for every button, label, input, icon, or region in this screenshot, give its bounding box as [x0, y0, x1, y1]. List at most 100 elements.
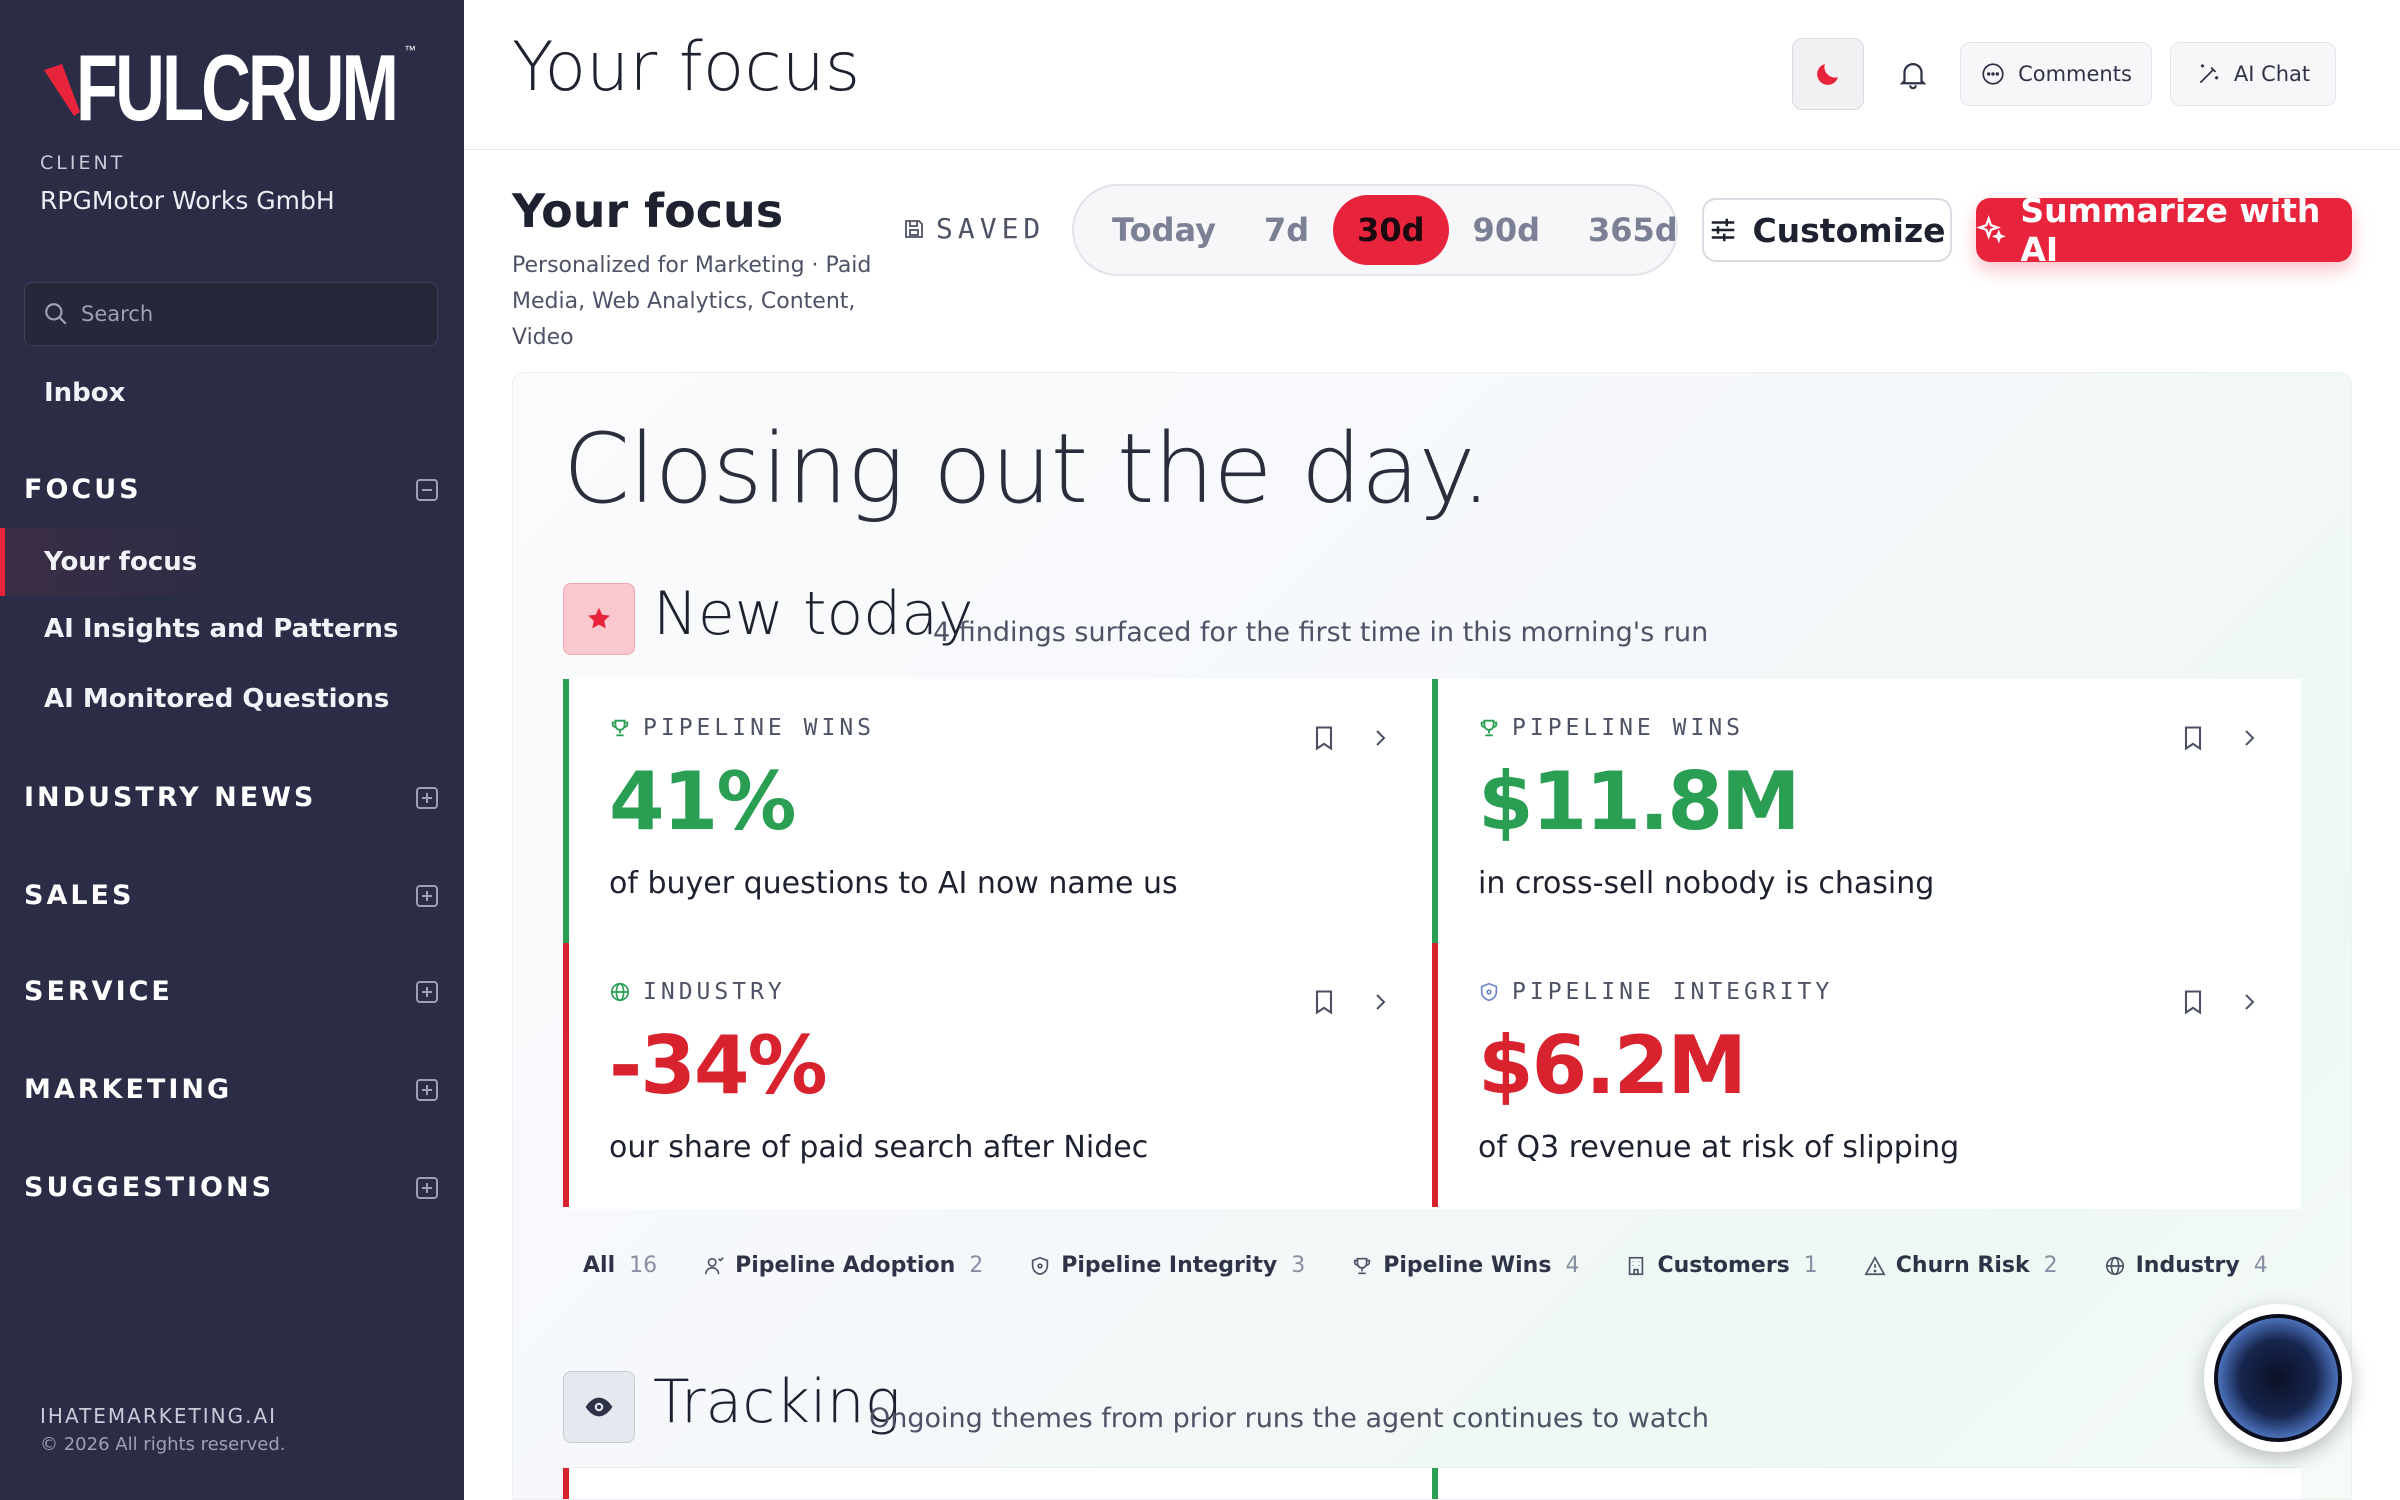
expand-icon[interactable]: [416, 1176, 438, 1199]
finding-value: -34%: [609, 1019, 828, 1112]
footer-copyright: © 2026 All rights reserved.: [40, 1434, 286, 1455]
sidebar-item-your-focus[interactable]: Your focus: [0, 528, 260, 596]
filter-chip-pipeline-adoption[interactable]: Pipeline Adoption 2: [703, 1253, 983, 1278]
bookmark-icon[interactable]: [1310, 723, 1338, 753]
focus-subtitle: Personalized for Marketing · Paid Media,…: [512, 253, 872, 350]
filter-label: Customers: [1657, 1253, 1790, 1278]
chevron-right-icon[interactable]: [1368, 987, 1392, 1017]
globe-icon: [2105, 1256, 2124, 1275]
sidebar-section-marketing[interactable]: MARKETING: [24, 1074, 438, 1105]
finding-category-label: INDUSTRY: [643, 979, 786, 1005]
filter-chip-pipeline-wins[interactable]: Pipeline Wins 4: [1351, 1253, 1579, 1278]
customize-label: Customize: [1752, 210, 1946, 250]
range-option-30d[interactable]: 30d: [1333, 195, 1449, 265]
orb-icon: [2214, 1314, 2342, 1442]
finding-value: 41%: [609, 755, 796, 848]
briefing-card: Closing out the day. New today 4 finding…: [512, 372, 2352, 1500]
summarize-with-ai-button[interactable]: Summarize with AI: [1976, 191, 2352, 269]
filter-count: 4: [2253, 1253, 2268, 1278]
range-option-7d[interactable]: 7d: [1263, 211, 1310, 249]
sidebar: FULCRUM ™ CLIENT RPGMotor Works GmbH Inb…: [0, 0, 464, 1500]
user-icon: [705, 1256, 724, 1274]
filter-count: 4: [1565, 1253, 1580, 1278]
chevron-right-icon[interactable]: [2237, 987, 2261, 1017]
finding-description: in cross-sell nobody is chasing: [1478, 866, 1935, 901]
chevron-right-icon[interactable]: [1368, 723, 1392, 753]
filter-chip-all[interactable]: All 16: [583, 1253, 657, 1278]
filter-label: Churn Risk: [1895, 1253, 2030, 1278]
theme-toggle-button[interactable]: [1792, 38, 1864, 110]
sidebar-item-ai-insights[interactable]: AI Insights and Patterns: [44, 614, 399, 644]
new-today-badge: [563, 583, 635, 655]
warning-triangle-icon: [1864, 1255, 1886, 1275]
sidebar-item-inbox[interactable]: Inbox: [44, 378, 126, 408]
tracking-subtitle: Ongoing themes from prior runs the agent…: [869, 1403, 1709, 1434]
globe-icon: [610, 982, 630, 1002]
bookmark-icon[interactable]: [2179, 987, 2207, 1017]
magic-wand-icon: [2199, 64, 2219, 84]
finding-actions: [2179, 723, 2261, 753]
bookmark-icon[interactable]: [2179, 723, 2207, 753]
expand-icon[interactable]: [416, 980, 438, 1003]
chevron-right-icon[interactable]: [2237, 723, 2261, 753]
fulcrum-logo[interactable]: FULCRUM ™: [40, 34, 430, 140]
expand-icon[interactable]: [416, 1078, 438, 1101]
range-option-today[interactable]: Today: [1112, 211, 1216, 249]
collapse-icon[interactable]: [416, 478, 438, 501]
finding-category: PIPELINE INTEGRITY: [1478, 979, 2301, 1005]
filter-chip-pipeline-integrity[interactable]: Pipeline Integrity 3: [1029, 1253, 1305, 1278]
sidebar-section-suggestions[interactable]: SUGGESTIONS: [24, 1172, 438, 1203]
finding-description: our share of paid search after Nidec: [609, 1130, 1149, 1165]
chat-bubble-icon: [1982, 63, 2004, 85]
tracking-card-edge: [1432, 1468, 1438, 1499]
tracking-grid: [563, 1467, 2301, 1499]
sidebar-item-ai-monitored-questions[interactable]: AI Monitored Questions: [44, 684, 390, 714]
comments-button[interactable]: Comments: [1960, 42, 2152, 106]
page-title: Your focus: [512, 28, 861, 107]
bookmark-icon[interactable]: [1310, 987, 1338, 1017]
filter-count: 2: [969, 1253, 984, 1278]
customize-button[interactable]: Customize: [1702, 198, 1952, 262]
building-icon: [1629, 1256, 1644, 1275]
ai-chat-label: AI Chat: [2233, 62, 2311, 86]
client-name: RPGMotor Works GmbH: [40, 186, 335, 215]
range-option-90d[interactable]: 90d: [1472, 211, 1540, 249]
expand-icon[interactable]: [416, 884, 438, 907]
filter-count: 1: [1803, 1253, 1818, 1278]
sidebar-section-sales[interactable]: SALES: [24, 880, 438, 911]
sidebar-section-industry-news[interactable]: INDUSTRY NEWS: [24, 782, 438, 813]
finding-category-label: PIPELINE WINS: [643, 715, 876, 741]
briefing-headline: Closing out the day.: [563, 413, 1491, 525]
section-label: INDUSTRY NEWS: [24, 782, 317, 813]
finding-card[interactable]: PIPELINE INTEGRITY $6.2M of Q3 revenue a…: [1432, 943, 2301, 1207]
summarize-label: Summarize with AI: [2020, 191, 2321, 269]
ai-chat-button[interactable]: AI Chat: [2170, 42, 2336, 106]
filter-count: 16: [629, 1253, 658, 1278]
range-option-365d[interactable]: 365d: [1587, 211, 1678, 249]
sidebar-search[interactable]: [24, 282, 438, 346]
filter-chip-churn-risk[interactable]: Churn Risk 2: [1864, 1253, 2058, 1278]
footer-brand[interactable]: IHATEMARKETING.AI: [40, 1404, 278, 1428]
category-filter-bar: All 16 Pipeline Adoption 2 Pipeline Inte…: [583, 1253, 2314, 1278]
filter-chip-customers[interactable]: Customers 1: [1625, 1253, 1818, 1278]
time-range-selector[interactable]: Today 7d 30d 90d 365d: [1072, 184, 1678, 276]
star-icon: [588, 607, 610, 629]
shield-icon: [1032, 1256, 1049, 1275]
finding-actions: [1310, 987, 1392, 1017]
finding-card[interactable]: INDUSTRY -34% our share of paid search a…: [563, 943, 1432, 1207]
finding-category: PIPELINE WINS: [609, 715, 1432, 741]
search-input[interactable]: [81, 302, 421, 326]
sidebar-section-focus[interactable]: FOCUS: [24, 474, 438, 505]
sidebar-section-service[interactable]: SERVICE: [24, 976, 438, 1007]
finding-card[interactable]: PIPELINE WINS $11.8M in cross-sell nobod…: [1432, 679, 2301, 943]
finding-card[interactable]: PIPELINE WINS 41% of buyer questions to …: [563, 679, 1432, 943]
sparkles-icon: [1976, 215, 2006, 244]
filter-chip-industry[interactable]: Industry 4: [2104, 1253, 2268, 1278]
expand-icon[interactable]: [416, 786, 438, 809]
finding-description: of buyer questions to AI now name us: [609, 866, 1178, 901]
section-label: MARKETING: [24, 1074, 233, 1105]
ai-assistant-orb-button[interactable]: [2204, 1304, 2352, 1452]
comments-label: Comments: [2018, 62, 2132, 86]
bell-icon[interactable]: [1896, 56, 1930, 92]
new-today-subtitle: 4 findings surfaced for the first time i…: [933, 617, 1709, 648]
